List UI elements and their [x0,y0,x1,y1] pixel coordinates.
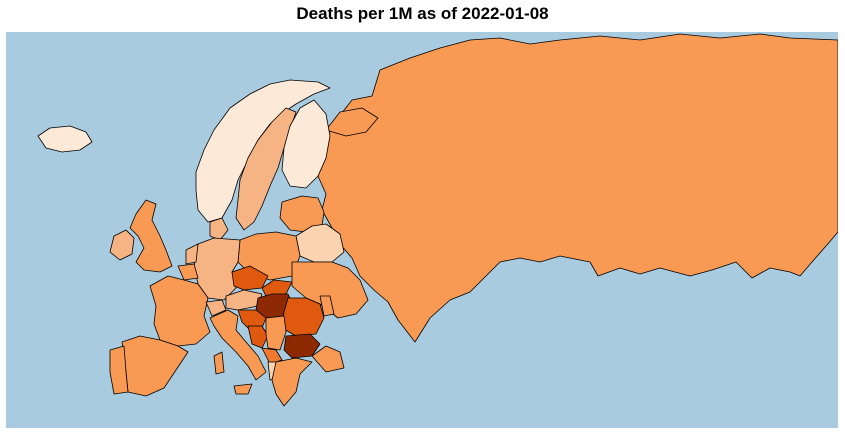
europe-choropleth-map [6,32,838,428]
country-switzerland[interactable] [205,299,227,317]
country-ukraine[interactable] [291,261,369,319]
country-serbia[interactable] [265,315,287,351]
country-portugal[interactable] [109,345,129,395]
map-frame [6,32,838,428]
country-ireland[interactable] [109,229,135,261]
country-belgium[interactable] [177,263,199,281]
country-moldova[interactable] [319,295,335,317]
country-slovakia[interactable] [261,279,293,297]
map-title: Deaths per 1M as of 2022-01-08 [296,4,549,23]
country-sweden[interactable] [235,107,297,231]
country-iceland[interactable] [37,125,93,153]
country-italy[interactable] [209,309,267,381]
country-russia-kola [325,107,379,137]
country-france[interactable] [149,275,211,347]
island-sicily [233,383,253,395]
country-netherlands[interactable] [185,243,199,265]
country-uk[interactable] [129,199,173,273]
country-bosnia[interactable] [247,325,269,349]
country-turkey-edge [311,345,345,373]
country-romania[interactable] [281,297,325,337]
country-belarus[interactable] [295,223,345,263]
country-montenegro[interactable] [261,347,283,365]
country-greece[interactable] [271,357,313,407]
island-sardinia [213,351,225,375]
country-finland[interactable] [281,99,331,189]
country-russia[interactable] [317,33,838,343]
country-denmark[interactable] [209,217,229,241]
